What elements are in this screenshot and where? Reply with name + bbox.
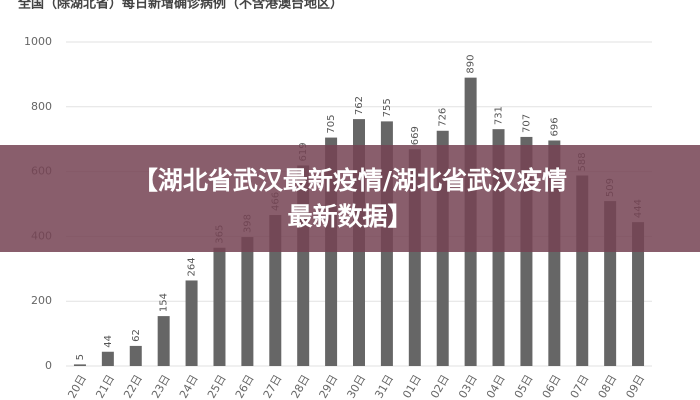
x-tick-label: 02日 bbox=[428, 373, 452, 400]
value-label: 669 bbox=[410, 126, 421, 145]
x-tick-label: 27日 bbox=[261, 373, 285, 400]
bar bbox=[129, 345, 142, 366]
bar bbox=[73, 364, 86, 366]
y-tick-label: 800 bbox=[31, 100, 52, 113]
bar bbox=[632, 222, 645, 366]
overlay-text: 最新数据】 bbox=[287, 202, 412, 231]
value-label: 705 bbox=[326, 114, 337, 133]
bar bbox=[269, 215, 282, 366]
bar bbox=[157, 316, 170, 366]
value-label: 5 bbox=[75, 354, 86, 360]
x-tick-label: 09日 bbox=[623, 373, 647, 400]
x-tick-label: 28日 bbox=[289, 373, 313, 400]
value-label: 696 bbox=[549, 117, 560, 136]
x-tick-label: 22日 bbox=[121, 373, 145, 400]
overlay-text: 【湖北省武汉最新疫情/湖北省武汉疫情 bbox=[133, 166, 567, 195]
value-label: 707 bbox=[521, 114, 532, 133]
value-label: 264 bbox=[187, 257, 198, 276]
x-tick-label: 05日 bbox=[512, 373, 536, 400]
x-tick-label: 21日 bbox=[93, 373, 117, 400]
value-label: 62 bbox=[131, 329, 142, 342]
value-label: 731 bbox=[494, 106, 505, 125]
bar bbox=[241, 237, 254, 366]
value-label: 890 bbox=[466, 55, 477, 74]
x-tick-label: 07日 bbox=[568, 373, 592, 400]
x-tick-label: 01日 bbox=[400, 373, 424, 400]
x-tick-label: 04日 bbox=[484, 373, 508, 400]
overlay-banner bbox=[0, 145, 700, 252]
x-tick-label: 26日 bbox=[233, 373, 257, 400]
x-tick-label: 25日 bbox=[205, 373, 229, 400]
x-tick-label: 20日 bbox=[65, 373, 89, 400]
y-tick-label: 200 bbox=[31, 294, 52, 307]
x-tick-label: 30日 bbox=[344, 373, 368, 400]
x-tick-label: 29日 bbox=[317, 373, 341, 400]
x-tick-label: 24日 bbox=[177, 373, 201, 400]
x-tick-label: 31日 bbox=[372, 373, 396, 400]
value-label: 154 bbox=[159, 293, 170, 312]
y-tick-label: 1000 bbox=[24, 35, 52, 48]
value-label: 755 bbox=[382, 98, 393, 117]
value-label: 44 bbox=[103, 335, 114, 348]
x-tick-label: 06日 bbox=[540, 373, 564, 400]
x-tick-label: 23日 bbox=[149, 373, 173, 400]
x-tick-label: 08日 bbox=[596, 373, 620, 400]
bar bbox=[101, 351, 114, 366]
value-label: 762 bbox=[354, 96, 365, 115]
value-label: 726 bbox=[438, 108, 449, 127]
bar bbox=[213, 247, 226, 366]
bar bbox=[185, 280, 198, 366]
y-tick-label: 0 bbox=[45, 359, 52, 372]
chart-title: 全国（除湖北省）每日新增确诊病例（不含港澳台地区） bbox=[17, 0, 343, 12]
x-tick-label: 03日 bbox=[456, 373, 480, 400]
